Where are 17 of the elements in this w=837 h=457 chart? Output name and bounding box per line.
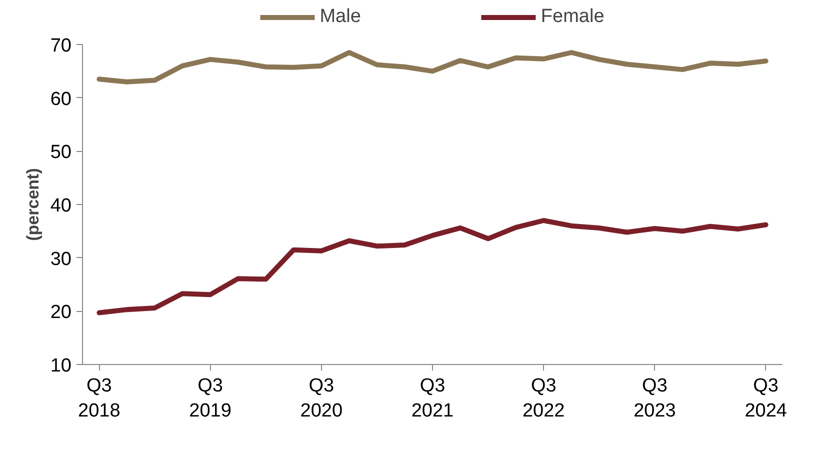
x-tick-label: Q3 2022 [522, 376, 565, 422]
legend-label: Male [320, 6, 361, 28]
y-tick-label: 50 [50, 142, 72, 164]
x-tick-label: Q3 2021 [411, 376, 454, 422]
y-axis-title: (percent) [23, 168, 42, 241]
x-tick-label: Q3 2020 [300, 376, 343, 422]
y-tick-label: 20 [50, 302, 72, 324]
y-tick-label: 60 [50, 88, 72, 110]
y-tick-label: 10 [50, 356, 72, 376]
x-tick-label: Q3 2019 [189, 376, 232, 422]
y-tick-label: 40 [50, 196, 72, 216]
y-tick-label: 70 [50, 36, 72, 56]
x-tick-label: Q3 2018 [78, 376, 120, 422]
x-tick-label: Q3 2024 [744, 376, 788, 422]
x-tick-label: Q3 2023 [634, 376, 676, 422]
y-tick-label: 30 [50, 248, 72, 270]
legend-label: Female [540, 6, 604, 28]
